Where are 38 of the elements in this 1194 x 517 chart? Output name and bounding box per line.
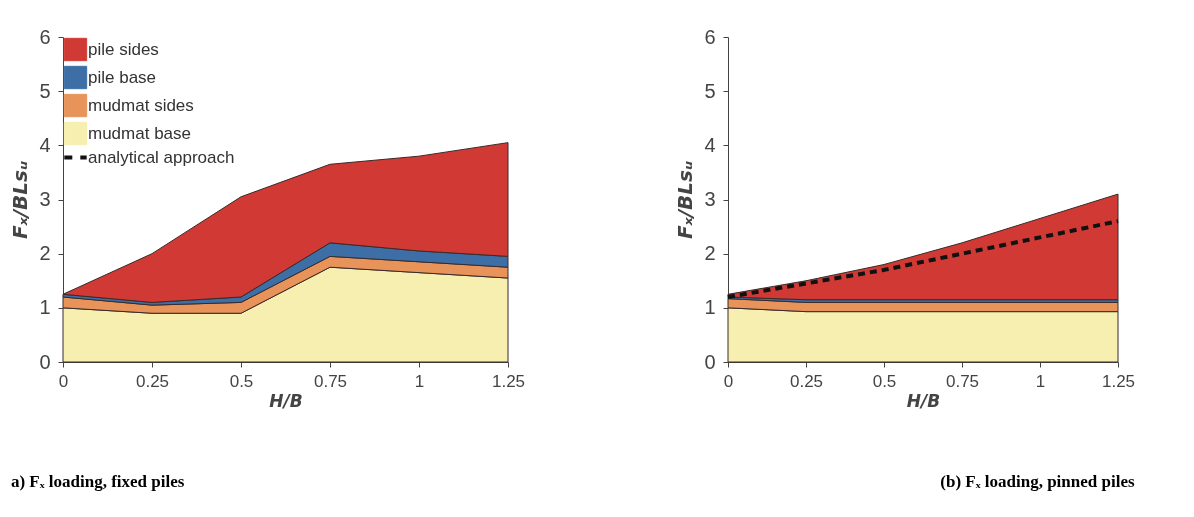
y-tick-label: 5: [704, 79, 716, 102]
y-tick-label: 2: [704, 242, 716, 265]
x-axis-title: H/B: [906, 390, 941, 411]
y-tick-label: 6: [704, 25, 716, 48]
y-tick-label: 3: [704, 188, 716, 210]
x-tick-label: 0.75: [945, 371, 980, 391]
y-tick-label: 4: [704, 133, 716, 156]
x-tick-label: 0: [723, 371, 734, 391]
y-tick-label: 0: [704, 350, 716, 373]
y-axis-title: Fₓ/BLsᵤ: [8, 160, 33, 240]
legend-label: mudmat base: [88, 123, 191, 143]
text: (b) Fₓ loading, pinned piles: [940, 472, 1135, 491]
y-tick-label: 5: [39, 79, 51, 102]
y-tick-label: 6: [39, 25, 51, 48]
x-tick-label: 1: [1035, 371, 1046, 391]
y-tick-label: 4: [39, 133, 51, 156]
x-tick-label: 0.5: [229, 371, 254, 391]
x-tick-label: 0.25: [789, 371, 824, 391]
legend-label: analytical approach: [88, 147, 235, 167]
x-tick-label: 1: [414, 371, 425, 391]
text: a) Fₓ loading, fixed piles: [10, 472, 185, 491]
y-tick-label: 1: [704, 296, 716, 319]
y-tick-label: 1: [39, 296, 51, 319]
x-tick-label: 0.75: [313, 371, 348, 391]
legend-label: pile base: [88, 67, 157, 87]
y-axis-title: Fₓ/BLsᵤ: [673, 160, 698, 240]
x-tick-label: 0.5: [872, 371, 897, 391]
line-series: [726, 219, 1120, 299]
legend-label: pile sides: [88, 39, 159, 59]
y-tick-label: 0: [39, 350, 51, 373]
y-tick-label: 2: [39, 242, 51, 265]
y-tick-label: 3: [39, 188, 51, 210]
x-tick-label: 1.25: [491, 371, 526, 391]
x-tick-label: 1.25: [1101, 371, 1136, 391]
x-axis-title: H/B: [269, 390, 303, 411]
legend-label: mudmat sides: [88, 95, 194, 115]
x-tick-label: 0: [58, 371, 69, 391]
x-tick-label: 0.25: [135, 371, 170, 391]
